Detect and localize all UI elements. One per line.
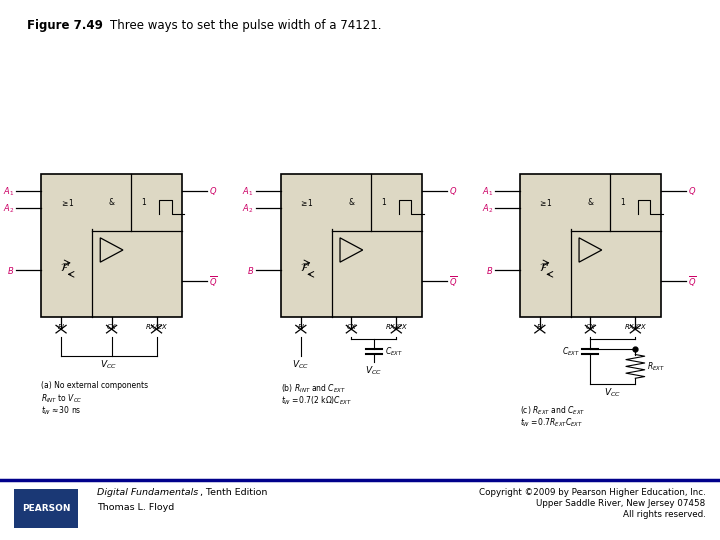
Text: $t_W = 0.7(2$ k$\Omega)C_{EXT}$: $t_W = 0.7(2$ k$\Omega)C_{EXT}$ [281, 394, 352, 407]
Text: $A_2$: $A_2$ [3, 202, 14, 215]
Text: $C_{EXT}$: $C_{EXT}$ [562, 345, 580, 358]
Text: $R_{EXT}$: $R_{EXT}$ [647, 360, 665, 373]
Text: 1: 1 [142, 198, 146, 207]
Text: $A_2$: $A_2$ [243, 202, 253, 215]
Text: &: & [109, 198, 114, 207]
Text: $Q$: $Q$ [688, 185, 696, 197]
Polygon shape [579, 238, 602, 262]
Text: PEARSON: PEARSON [22, 504, 71, 513]
Text: RX/CX: RX/CX [624, 324, 646, 330]
Text: RX/CX: RX/CX [385, 324, 407, 330]
Text: $B$: $B$ [246, 265, 253, 275]
Text: $A_1$: $A_1$ [243, 185, 253, 198]
Text: $A_2$: $A_2$ [482, 202, 492, 215]
Text: CX: CX [585, 324, 595, 330]
Text: 1: 1 [382, 198, 386, 207]
Text: $\geq\!1$: $\geq\!1$ [60, 197, 73, 208]
Text: Upper Saddle River, New Jersey 07458: Upper Saddle River, New Jersey 07458 [536, 499, 706, 508]
Text: Thomas L. Floyd: Thomas L. Floyd [97, 503, 174, 512]
Text: $\overline{Q}$: $\overline{Q}$ [688, 274, 696, 289]
Text: Figure 7.49: Figure 7.49 [27, 19, 103, 32]
Text: &: & [588, 198, 593, 207]
Text: Copyright ©2009 by Pearson Higher Education, Inc.: Copyright ©2009 by Pearson Higher Educat… [479, 488, 706, 497]
Text: , Tenth Edition: , Tenth Edition [200, 488, 268, 497]
Text: $\mathcal{F}$: $\mathcal{F}$ [60, 261, 71, 273]
Text: $V_{CC}$: $V_{CC}$ [365, 365, 382, 377]
Text: $V_{CC}$: $V_{CC}$ [604, 387, 621, 399]
Text: $R_{INT}$ to $V_{CC}$: $R_{INT}$ to $V_{CC}$ [42, 393, 83, 406]
Text: All rights reserved.: All rights reserved. [623, 510, 706, 518]
Text: RI: RI [58, 324, 65, 330]
Text: $\mathcal{F}$: $\mathcal{F}$ [539, 261, 549, 273]
Text: $\overline{Q}$: $\overline{Q}$ [209, 274, 217, 289]
Text: $\overline{Q}$: $\overline{Q}$ [449, 274, 457, 289]
Text: RI: RI [536, 324, 544, 330]
Text: $\geq\!1$: $\geq\!1$ [539, 197, 552, 208]
Text: $B$: $B$ [485, 265, 492, 275]
Text: $C_{EXT}$: $C_{EXT}$ [384, 345, 402, 358]
Text: RI: RI [297, 324, 305, 330]
Text: Three ways to set the pulse width of a 74121.: Three ways to set the pulse width of a 7… [110, 19, 382, 32]
Text: RX/CX: RX/CX [145, 324, 167, 330]
Text: $Q$: $Q$ [449, 185, 457, 197]
FancyBboxPatch shape [14, 489, 78, 528]
Text: 1: 1 [621, 198, 625, 207]
Bar [520, 174, 660, 317]
Text: $B$: $B$ [6, 265, 14, 275]
Text: $V_{CC}$: $V_{CC}$ [100, 359, 117, 371]
Text: &: & [348, 198, 354, 207]
Text: (b) $R_{INT}$ and $C_{EXT}$: (b) $R_{INT}$ and $C_{EXT}$ [281, 382, 346, 395]
Text: $\mathcal{F}$: $\mathcal{F}$ [300, 261, 310, 273]
Text: (c) $R_{EXT}$ and $C_{EXT}$: (c) $R_{EXT}$ and $C_{EXT}$ [520, 404, 586, 417]
Text: CX: CX [346, 324, 356, 330]
Text: $t_W = 0.7R_{EXT}C_{EXT}$: $t_W = 0.7R_{EXT}C_{EXT}$ [520, 416, 583, 429]
Polygon shape [100, 238, 123, 262]
Text: $A_1$: $A_1$ [482, 185, 492, 198]
Text: CX: CX [107, 324, 117, 330]
Text: $Q$: $Q$ [209, 185, 217, 197]
Text: Digital Fundamentals: Digital Fundamentals [97, 488, 199, 497]
Text: (a) No external components: (a) No external components [42, 381, 148, 390]
Text: $V_{CC}$: $V_{CC}$ [292, 359, 310, 371]
Bar [42, 174, 181, 317]
Text: $t_W \approx 30$ ns: $t_W \approx 30$ ns [42, 405, 82, 417]
Text: $\geq\!1$: $\geq\!1$ [300, 197, 313, 208]
Text: $A_1$: $A_1$ [3, 185, 14, 198]
Bar [281, 174, 421, 317]
Polygon shape [340, 238, 363, 262]
